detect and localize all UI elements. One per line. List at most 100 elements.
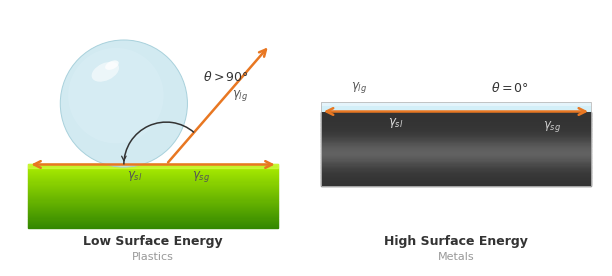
- Bar: [321, 182, 591, 183]
- Bar: [29, 170, 277, 171]
- Bar: [29, 190, 277, 191]
- Bar: [321, 144, 591, 145]
- Bar: [321, 124, 591, 125]
- Bar: [321, 123, 591, 124]
- Bar: [29, 205, 277, 206]
- Bar: [321, 130, 591, 131]
- Bar: [29, 179, 277, 181]
- Bar: [29, 208, 277, 209]
- Bar: [321, 139, 591, 140]
- Bar: [29, 176, 277, 177]
- Bar: [321, 155, 591, 156]
- Bar: [29, 169, 277, 170]
- Bar: [321, 120, 591, 121]
- Bar: [321, 166, 591, 167]
- Bar: [29, 186, 277, 187]
- Bar: [321, 135, 591, 136]
- Bar: [29, 223, 277, 224]
- Bar: [29, 164, 277, 166]
- Bar: [321, 168, 591, 170]
- Bar: [321, 150, 591, 151]
- Bar: [321, 114, 591, 115]
- Bar: [29, 188, 277, 189]
- Bar: [321, 152, 591, 153]
- Bar: [29, 226, 277, 227]
- Bar: [321, 173, 591, 174]
- Bar: [29, 177, 277, 178]
- Bar: [321, 181, 591, 182]
- Bar: [29, 174, 277, 175]
- Bar: [321, 151, 591, 152]
- Bar: [321, 160, 591, 161]
- Bar: [29, 227, 277, 228]
- Text: Plastics: Plastics: [132, 252, 174, 262]
- Bar: [29, 196, 277, 197]
- Bar: [29, 206, 277, 207]
- Bar: [321, 102, 591, 107]
- Bar: [29, 204, 277, 205]
- Bar: [321, 113, 591, 114]
- Bar: [29, 217, 277, 219]
- Text: $\gamma_{lg}$: $\gamma_{lg}$: [233, 88, 248, 103]
- Bar: [321, 140, 591, 141]
- Bar: [29, 225, 277, 226]
- Bar: [321, 131, 591, 132]
- Bar: [321, 137, 591, 139]
- Bar: [29, 222, 277, 223]
- Bar: [29, 220, 277, 221]
- Bar: [321, 141, 591, 142]
- Text: $\theta > 90°$: $\theta > 90°$: [203, 70, 249, 84]
- Bar: [321, 129, 591, 130]
- Bar: [321, 118, 591, 119]
- Bar: [29, 210, 277, 211]
- Bar: [29, 197, 277, 198]
- Ellipse shape: [105, 60, 119, 70]
- Bar: [321, 146, 591, 147]
- Bar: [29, 181, 277, 182]
- Bar: [29, 192, 277, 193]
- Text: $\gamma_{sg}$: $\gamma_{sg}$: [192, 169, 210, 184]
- Bar: [321, 178, 591, 179]
- Bar: [321, 125, 591, 126]
- Bar: [29, 214, 277, 215]
- Bar: [29, 195, 277, 196]
- Text: $\gamma_{lg}$: $\gamma_{lg}$: [351, 80, 367, 95]
- Bar: [321, 116, 591, 118]
- Bar: [29, 191, 277, 192]
- Bar: [29, 185, 277, 186]
- Bar: [321, 165, 591, 166]
- Bar: [321, 115, 591, 116]
- Bar: [29, 200, 277, 201]
- Bar: [29, 224, 277, 225]
- Text: Metals: Metals: [438, 252, 474, 262]
- Text: $\theta = 0°$: $\theta = 0°$: [491, 81, 529, 95]
- Bar: [321, 157, 591, 158]
- Bar: [321, 156, 591, 157]
- Bar: [321, 176, 591, 177]
- Bar: [321, 102, 591, 186]
- Text: $\gamma_{sl}$: $\gamma_{sl}$: [388, 116, 404, 131]
- Text: High Surface Energy: High Surface Energy: [384, 235, 528, 248]
- Bar: [321, 102, 591, 112]
- Bar: [29, 168, 277, 169]
- Bar: [29, 167, 277, 168]
- Bar: [321, 167, 591, 168]
- Bar: [321, 119, 591, 120]
- Bar: [29, 164, 277, 168]
- Bar: [321, 145, 591, 146]
- Text: Low Surface Energy: Low Surface Energy: [83, 235, 223, 248]
- Circle shape: [60, 40, 187, 167]
- Bar: [321, 179, 591, 181]
- Bar: [29, 211, 277, 212]
- Bar: [321, 170, 591, 171]
- Bar: [29, 212, 277, 213]
- Bar: [321, 132, 591, 134]
- Bar: [321, 112, 591, 113]
- Bar: [321, 153, 591, 155]
- Bar: [321, 174, 591, 176]
- Bar: [29, 175, 277, 176]
- Bar: [29, 171, 277, 172]
- Bar: [321, 128, 591, 129]
- Bar: [29, 184, 277, 185]
- Bar: [321, 184, 591, 186]
